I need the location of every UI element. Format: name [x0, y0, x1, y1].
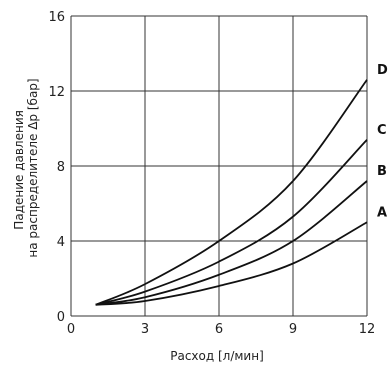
series-label-b: B — [377, 164, 387, 179]
series-label-c: C — [377, 123, 387, 138]
y-tick-label: 0 — [57, 310, 65, 325]
x-axis-label: Расход [л/мин] — [170, 349, 264, 363]
y-axis-ticks: 0 4 8 12 16 — [48, 10, 65, 325]
curve-d — [95, 79, 368, 306]
x-tick-label: 3 — [141, 322, 149, 337]
y-axis-label-line1: Падение давления — [12, 110, 26, 230]
y-axis-label: Падение давления на распределителе Δp [б… — [12, 78, 40, 257]
x-tick-label: 9 — [289, 322, 297, 337]
curve-a — [95, 221, 368, 306]
series-labels: A B C D — [377, 63, 388, 221]
curve-c — [95, 139, 368, 306]
y-tick-label: 8 — [57, 160, 65, 175]
y-axis-label-line2: на распределителе Δp [бар] — [26, 78, 40, 257]
y-tick-label: 4 — [57, 235, 65, 250]
x-axis-ticks: 0 3 6 9 12 — [67, 322, 375, 337]
curves — [95, 79, 368, 306]
y-tick-label: 16 — [48, 10, 65, 25]
y-tick-label: 12 — [48, 85, 65, 100]
x-tick-label: 12 — [359, 322, 376, 337]
x-tick-label: 6 — [215, 322, 223, 337]
x-tick-label: 0 — [67, 322, 75, 337]
series-label-a: A — [377, 205, 387, 220]
series-label-d: D — [377, 63, 388, 78]
grid — [70, 15, 368, 317]
curve-b — [95, 180, 368, 306]
